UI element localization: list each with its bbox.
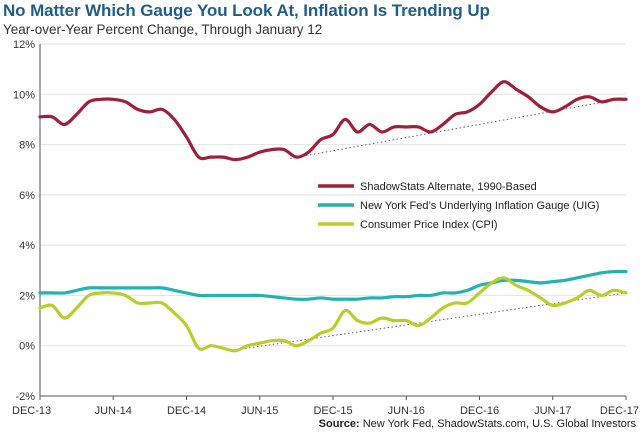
source-text: New York Fed, ShadowStats.com, U.S. Glob…: [362, 418, 636, 430]
x-tick-label: JUN-15: [241, 405, 278, 417]
trend-line: [290, 97, 627, 159]
legend-label: Consumer Price Index (CPI): [360, 219, 498, 231]
y-tick-label: 8%: [19, 140, 35, 152]
legend-label: New York Fed’s Underlying Inflation Gaug…: [360, 200, 599, 212]
series-line-consumer-price-index-cpi: [38, 276, 628, 353]
x-tick-label: JUN-16: [388, 405, 425, 417]
chart-title: No Matter Which Gauge You Look At, Infla…: [3, 1, 490, 20]
y-tick-labels: 12% 10% 8% 6% 4% 2% 0% -2%: [13, 39, 35, 403]
x-tick-label: JUN-17: [534, 405, 571, 417]
y-gridlines: [40, 43, 626, 347]
legend-label: ShadowStats Alternate, 1990-Based: [360, 181, 537, 193]
y-tick-label: 6%: [19, 190, 35, 202]
y-tick-label: -2%: [15, 391, 35, 403]
y-tick-label: 0%: [19, 341, 35, 353]
x-tick-label: DEC-13: [12, 405, 51, 417]
x-tick-label: JUN-14: [95, 405, 132, 417]
series-line-shadowstats-alternate-1990-based: [38, 80, 628, 162]
x-tick-label: DEC-17: [600, 405, 639, 417]
chart-axes: [39, 44, 627, 400]
chart-subtitle: Year-over-Year Percent Change, Through J…: [3, 22, 323, 37]
x-tick-label: DEC-14: [167, 405, 206, 417]
y-tick-label: 4%: [19, 240, 35, 252]
x-tick-labels: DEC-13 JUN-14 DEC-14 JUN-15 DEC-15 JUN-16 DEC-…: [12, 405, 639, 417]
data-series: [38, 80, 628, 353]
y-tick-label: 10%: [13, 89, 35, 101]
y-tick-label: 12%: [13, 39, 35, 51]
series-line-new-york-fed-s-underlying-inflation-gauge-uig: [38, 269, 628, 301]
x-tick-label: DEC-16: [460, 405, 499, 417]
source-note: Source: New York Fed, ShadowStats.com, U…: [319, 418, 636, 430]
source-label: Source:: [318, 418, 360, 430]
chart-legend: ShadowStats Alternate, 1990-Based New Yor…: [318, 181, 599, 231]
x-tick-label: DEC-15: [313, 405, 352, 417]
y-tick-label: 2%: [19, 290, 35, 302]
